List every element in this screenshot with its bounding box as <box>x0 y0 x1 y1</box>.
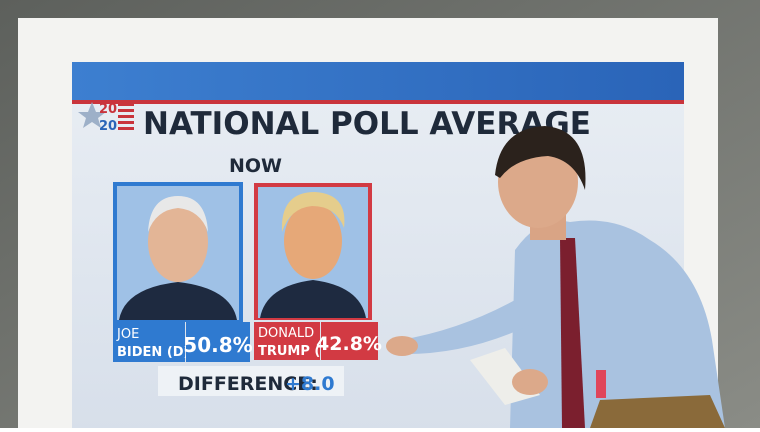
logo-stripes <box>118 103 134 130</box>
suit <box>260 280 366 318</box>
last-name: BIDEN (D) <box>117 345 190 360</box>
presenter-hand <box>512 369 548 395</box>
logo-text: 20 <box>99 102 117 117</box>
wristband <box>596 370 606 398</box>
presenter-pants <box>590 395 725 428</box>
first-name: JOE <box>116 327 139 342</box>
logo-star <box>78 102 106 128</box>
subtitle: NOW <box>229 155 282 177</box>
last-name: TRUMP (R) <box>258 344 336 359</box>
suit <box>119 282 237 320</box>
name-box <box>254 322 320 360</box>
difference-value: +8.0 <box>285 373 335 395</box>
share: 50.8% <box>183 333 252 357</box>
presenter-tie <box>560 238 585 428</box>
share: 42.8% <box>316 333 382 355</box>
red-stripe <box>72 100 684 104</box>
hair <box>148 196 208 232</box>
presenter-arm <box>398 300 540 355</box>
face <box>284 203 342 279</box>
difference-label: DIFFERENCE: <box>178 373 318 395</box>
logo-text: 20 <box>99 119 117 134</box>
face <box>148 202 208 282</box>
difference-box <box>158 366 344 396</box>
share-box <box>186 322 250 362</box>
presenter-hand <box>386 336 418 356</box>
presenter-hair <box>495 126 586 190</box>
share-box <box>321 322 378 360</box>
first-name: DONALD <box>258 326 314 341</box>
hair <box>281 192 345 232</box>
name-box <box>113 322 185 362</box>
top-bar <box>72 62 684 100</box>
